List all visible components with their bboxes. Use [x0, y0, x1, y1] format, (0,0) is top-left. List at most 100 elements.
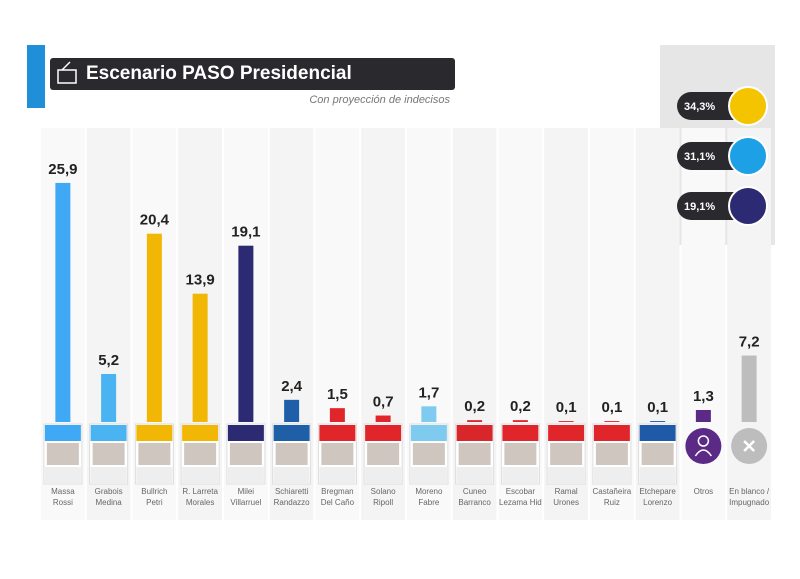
card-footer [90, 467, 127, 483]
coalition-label: 31,1% [684, 151, 715, 163]
x-tick-label: Fabre [418, 498, 439, 507]
bar [238, 245, 254, 422]
coalition-logo [728, 86, 768, 126]
value-label: 1,5 [327, 386, 348, 403]
card-footer [639, 467, 676, 483]
x-tick-label: Ripoll [373, 498, 393, 507]
x-tick-label: Morales [186, 498, 214, 507]
x-tick-label: Grabois [95, 487, 123, 496]
value-label: 0,2 [510, 398, 531, 415]
bar [192, 293, 208, 422]
bar [329, 408, 345, 422]
card-photo [92, 443, 125, 465]
card-header [593, 425, 630, 441]
accent-bar [27, 45, 45, 108]
card-photo [550, 443, 583, 465]
value-label: 25,9 [48, 161, 77, 178]
chart-subtitle: Con proyección de indecisos [309, 94, 450, 106]
x-tick-label: Otros [694, 487, 714, 496]
card-photo [275, 443, 308, 465]
card-photo [184, 443, 217, 465]
bar [741, 355, 757, 422]
card-header [502, 425, 539, 441]
card-footer [593, 467, 630, 483]
bar [375, 415, 391, 422]
chart-title: Escenario PASO Presidencial [86, 63, 352, 84]
value-label: 5,2 [98, 352, 119, 369]
person-body [694, 449, 712, 457]
value-label: 19,1 [231, 224, 260, 241]
x-tick-label: Rossi [53, 498, 73, 507]
bar [146, 233, 162, 422]
card-header [136, 425, 173, 441]
person-head [697, 435, 710, 447]
card-photo [229, 443, 262, 465]
value-label: 0,7 [373, 394, 394, 411]
card-header [365, 425, 402, 441]
value-label: 0,1 [647, 399, 668, 416]
x-tick-label: Massa [51, 487, 75, 496]
bar [467, 420, 483, 422]
card-header [273, 425, 310, 441]
card-header [410, 425, 447, 441]
bar [55, 182, 71, 422]
x-tick-label: Milei [238, 487, 255, 496]
value-label: 13,9 [186, 272, 215, 289]
value-label: 1,7 [418, 384, 439, 401]
card-photo [504, 443, 537, 465]
coalition-label: 19,1% [684, 201, 715, 213]
x-tick-label: Impugnado [729, 498, 770, 507]
value-label: 0,1 [601, 399, 622, 416]
card-footer [365, 467, 402, 483]
coalition-logo [728, 186, 768, 226]
x-tick-label: Randazzo [274, 498, 311, 507]
card-footer [548, 467, 585, 483]
card-photo [367, 443, 400, 465]
card-footer [182, 467, 219, 483]
card-footer [44, 467, 81, 483]
x-tick-label: Urones [553, 498, 579, 507]
x-icon [743, 440, 756, 452]
x-tick-label: Moreno [415, 487, 443, 496]
x-tick-label: Escobar [506, 487, 536, 496]
card-footer [502, 467, 539, 483]
x-tick-label: Etchepare [639, 487, 676, 496]
x-tick-label: Castañeira [593, 487, 632, 496]
coalition-label: 34,3% [684, 101, 715, 113]
card-photo [321, 443, 354, 465]
value-label: 20,4 [140, 212, 170, 229]
bar [650, 421, 666, 422]
x-tick-label: En blanco / [729, 487, 770, 496]
bar [604, 421, 620, 422]
x-tick-label: Solano [371, 487, 396, 496]
card-footer [273, 467, 310, 483]
x-tick-label: Ruiz [604, 498, 620, 507]
card-header [456, 425, 493, 441]
ballot-icon [57, 61, 77, 84]
card-header [182, 425, 219, 441]
bar [558, 421, 574, 422]
card-header [227, 425, 264, 441]
x-tick-label: Barranco [458, 498, 491, 507]
x-tick-label: Del Caño [321, 498, 355, 507]
value-label: 1,3 [693, 388, 714, 405]
card-header [44, 425, 81, 441]
x-tick-label: Ramal [555, 487, 578, 496]
x-tick-label: Lezama Hid [499, 498, 542, 507]
value-label: 0,2 [464, 398, 485, 415]
card-header [90, 425, 127, 441]
bar [101, 374, 117, 422]
bar [421, 406, 437, 422]
card-photo [46, 443, 79, 465]
x-tick-label: Villarruel [230, 498, 261, 507]
x-tick-label: Bregman [321, 487, 353, 496]
x-tick-label: Lorenzo [643, 498, 672, 507]
card-photo [412, 443, 445, 465]
coalition-logo [728, 136, 768, 176]
x-tick-label: Medina [96, 498, 123, 507]
card-header [639, 425, 676, 441]
card-footer [410, 467, 447, 483]
card-photo [595, 443, 628, 465]
